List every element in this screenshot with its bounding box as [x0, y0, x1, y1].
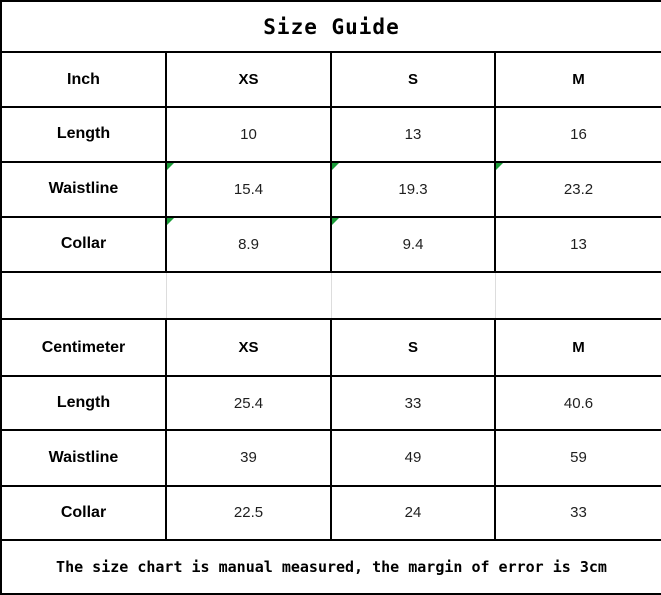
value-cell: 8.9 [165, 215, 332, 273]
value-cell: 15.4 [165, 160, 332, 218]
spacer-cell [494, 270, 661, 321]
row-label: Length [0, 106, 167, 163]
cell-value: 23.2 [563, 180, 594, 198]
spacer-cell [330, 270, 496, 321]
table-row: Collar 22.5 24 33 [0, 484, 661, 541]
size-header-s: S [330, 318, 496, 378]
size-header-xs: XS [165, 318, 332, 378]
value-cell: 22.5 [165, 484, 332, 541]
title-row: Size Guide [0, 0, 661, 54]
corner-flag-icon [333, 163, 339, 170]
table-row: Waistline 39 49 59 [0, 429, 661, 487]
value-cell: 13 [330, 106, 496, 163]
value-cell: 39 [165, 429, 332, 487]
cell-value: 15.4 [233, 180, 264, 198]
value-cell: 33 [330, 375, 496, 432]
size-header-m: M [494, 51, 661, 109]
row-label: Collar [0, 484, 167, 541]
size-header-xs: XS [165, 51, 332, 109]
corner-flag-icon [168, 218, 174, 225]
row-label: Waistline [0, 429, 167, 487]
cell-value: 9.4 [402, 235, 424, 253]
value-cell: 33 [494, 484, 661, 541]
cell-value: 10 [240, 125, 257, 143]
spacer-row [0, 270, 661, 321]
corner-flag-icon [333, 218, 339, 225]
value-cell: 40.6 [494, 375, 661, 432]
size-header-m: M [494, 318, 661, 378]
cm-header-row: Centimeter XS S M [0, 318, 661, 378]
cell-value: 16 [570, 125, 587, 143]
table-row: Length 25.4 33 40.6 [0, 375, 661, 432]
unit-header-centimeter: Centimeter [0, 318, 167, 378]
cell-value: 19.3 [398, 180, 428, 198]
value-cell: 25.4 [165, 375, 332, 432]
value-cell: 49 [330, 429, 496, 487]
spacer-cell [165, 270, 332, 321]
table-row: Waistline 15.4 19.3 23.2 [0, 160, 661, 218]
footer-row: The size chart is manual measured, the m… [0, 538, 661, 595]
row-label: Length [0, 375, 167, 432]
value-cell: 9.4 [330, 215, 496, 273]
cell-value: 8.9 [238, 235, 259, 253]
inch-header-row: Inch XS S M [0, 51, 661, 109]
value-cell: 24 [330, 484, 496, 541]
corner-flag-icon [497, 163, 503, 170]
corner-flag-icon [168, 163, 174, 170]
page-title: Size Guide [0, 0, 661, 54]
table-row: Collar 8.9 9.4 13 [0, 215, 661, 273]
row-label: Waistline [0, 160, 167, 218]
value-cell: 59 [494, 429, 661, 487]
cell-value: 13 [570, 235, 587, 253]
footer-note: The size chart is manual measured, the m… [0, 538, 661, 595]
row-label: Collar [0, 215, 167, 273]
cell-value: 13 [404, 125, 422, 143]
value-cell: 10 [165, 106, 332, 163]
size-header-s: S [330, 51, 496, 109]
spacer-cell [0, 270, 167, 321]
table-row: Length 10 13 16 [0, 106, 661, 163]
value-cell: 19.3 [330, 160, 496, 218]
value-cell: 16 [494, 106, 661, 163]
value-cell: 23.2 [494, 160, 661, 218]
value-cell: 13 [494, 215, 661, 273]
unit-header-inch: Inch [0, 51, 167, 109]
